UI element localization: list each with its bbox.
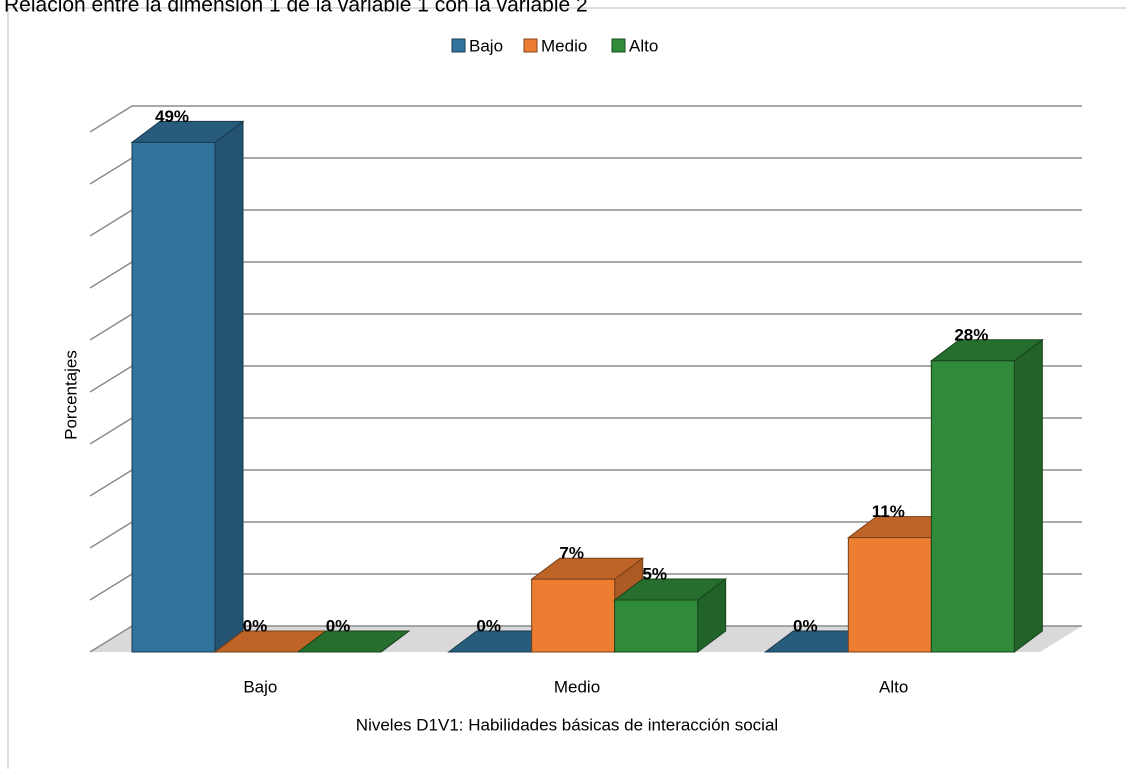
grid-line-side [89, 521, 133, 549]
bar [130, 120, 245, 653]
bar-front [531, 578, 616, 653]
legend-swatch [523, 38, 538, 53]
grid-line-side [89, 209, 133, 237]
data-label: 7% [559, 544, 584, 563]
data-label: 0% [476, 616, 501, 635]
x-tick-label: Bajo [243, 677, 277, 696]
x-axis-title: Niveles D1V1: Habilidades básicas de int… [356, 715, 778, 734]
grid-line-side [89, 157, 133, 185]
data-label: 11% [872, 502, 905, 521]
grid-line-side [89, 625, 133, 653]
x-tick-label: Alto [879, 677, 908, 696]
grid-line-side [89, 417, 133, 445]
legend-label: Bajo [469, 36, 503, 55]
bar-front [847, 537, 932, 653]
bar-front [131, 141, 216, 653]
bar [296, 630, 411, 653]
data-label: 5% [642, 564, 667, 583]
grid-line-side [89, 313, 133, 341]
y-axis-title: Porcentajes [61, 350, 80, 440]
chart-title: Relación entre la dimensión 1 de la vari… [4, 0, 588, 17]
bar-side [1013, 338, 1043, 653]
data-label: 49% [155, 107, 189, 126]
legend-label: Alto [629, 36, 658, 55]
grid-line-side [89, 469, 133, 497]
x-tick-label: Medio [554, 677, 600, 696]
bar [613, 578, 728, 653]
data-label: 0% [243, 616, 268, 635]
legend-swatch [611, 38, 626, 53]
grid-line-side [89, 105, 133, 133]
grid-line-side [89, 573, 133, 601]
bar-front [614, 599, 699, 653]
bar-front [930, 360, 1015, 653]
bar-top [296, 630, 411, 653]
data-label: 0% [326, 616, 351, 635]
grid-line-side [89, 365, 133, 393]
bar [929, 338, 1044, 653]
grid-line-side [89, 261, 133, 289]
bar-side [214, 120, 244, 653]
data-label: 0% [793, 616, 818, 635]
legend-label: Medio [541, 36, 587, 55]
data-label: 28% [954, 325, 988, 344]
legend-swatch [451, 38, 466, 53]
